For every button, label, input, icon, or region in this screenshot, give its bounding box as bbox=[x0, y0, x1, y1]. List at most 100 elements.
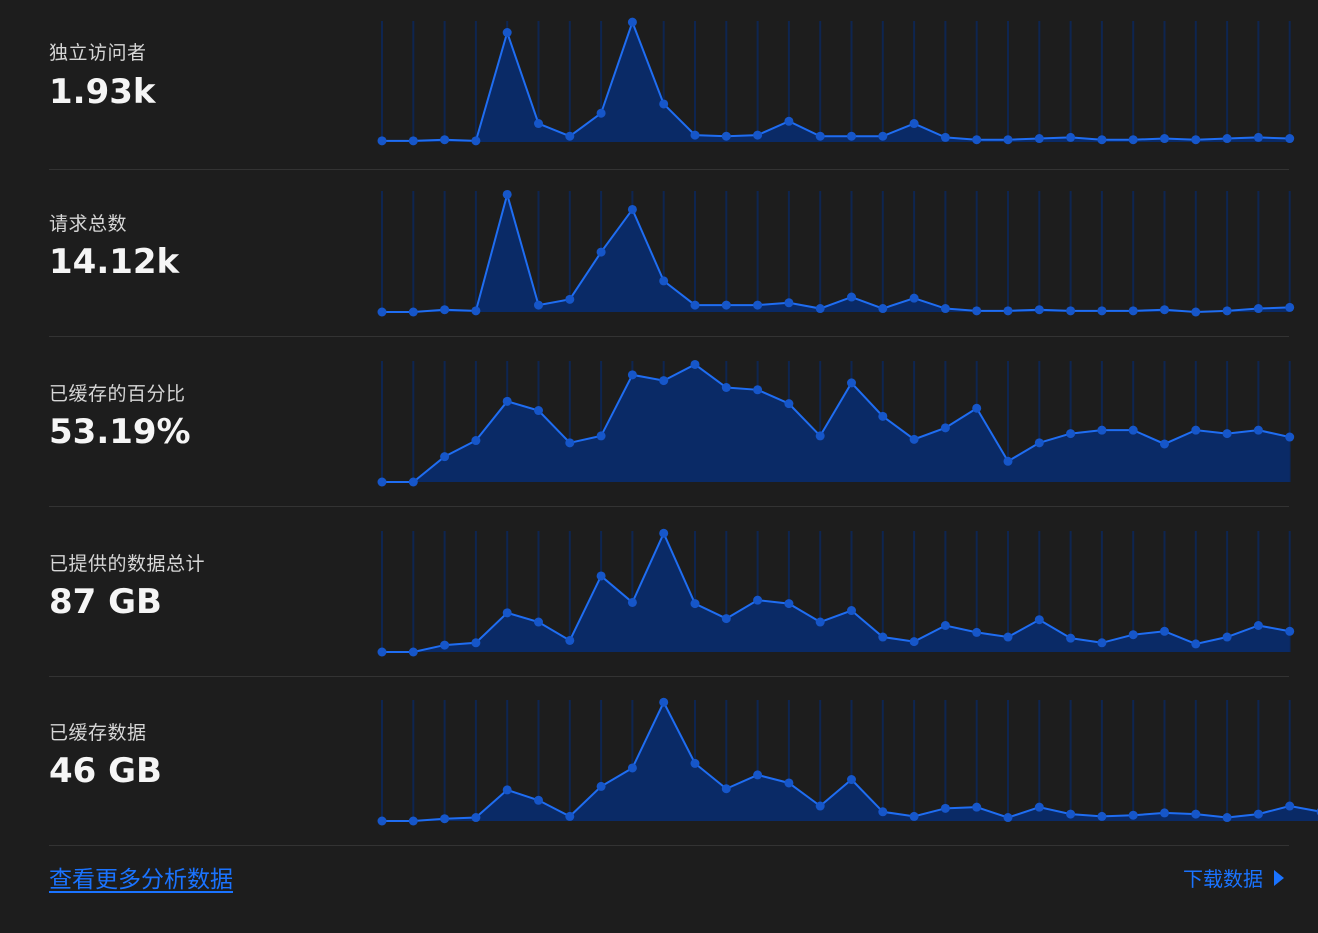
chart-point bbox=[1191, 809, 1201, 819]
total-data-served-sparkline bbox=[377, 528, 1295, 657]
chart-point bbox=[940, 132, 950, 142]
chart-point bbox=[940, 423, 950, 433]
chart-point bbox=[1097, 135, 1107, 145]
chart-point bbox=[471, 638, 481, 648]
chart-point bbox=[1191, 135, 1201, 145]
chart-point bbox=[471, 136, 481, 146]
chart-point bbox=[815, 617, 825, 627]
chart-point bbox=[878, 807, 888, 817]
chart-point bbox=[377, 647, 387, 657]
metric-value: 14.12k bbox=[49, 242, 180, 282]
chart-point bbox=[1160, 439, 1169, 449]
play-arrow-icon bbox=[1274, 869, 1284, 886]
download-data-label: 下载数据 bbox=[1183, 867, 1263, 891]
chart-line bbox=[382, 190, 1290, 314]
chart-point bbox=[408, 477, 418, 487]
chart-line bbox=[382, 363, 1290, 483]
chart-point bbox=[377, 816, 387, 826]
chart-point bbox=[1034, 438, 1044, 448]
metric-label: 已提供的数据总计 bbox=[49, 553, 206, 575]
metric-row-unique-visitors: 独立访问者 1.93k bbox=[49, 0, 1295, 170]
metric-row-total-data-served: 已提供的数据总计 87 GB bbox=[49, 507, 1295, 677]
chart-point bbox=[534, 617, 543, 627]
chart-point bbox=[878, 304, 888, 314]
chart-point bbox=[596, 571, 606, 581]
chart-point bbox=[1003, 306, 1013, 316]
chart-point bbox=[440, 452, 450, 462]
chart-point bbox=[408, 307, 418, 317]
chart-point bbox=[1003, 456, 1013, 466]
chart-point bbox=[440, 814, 450, 824]
chart-point bbox=[440, 305, 450, 315]
metric-label: 已缓存数据 bbox=[49, 722, 147, 744]
chart-point bbox=[1160, 134, 1169, 144]
chart-point bbox=[502, 189, 512, 199]
chart-point bbox=[502, 396, 512, 406]
chart-point bbox=[1128, 630, 1138, 640]
chart-point bbox=[377, 477, 387, 487]
chart-point bbox=[1285, 134, 1295, 144]
chart-point bbox=[721, 300, 731, 310]
chart-point bbox=[972, 135, 982, 145]
download-data-link[interactable]: 下载数据 bbox=[1183, 863, 1289, 892]
chart-point bbox=[972, 627, 982, 637]
chart-point bbox=[940, 620, 950, 630]
chart-point bbox=[721, 614, 731, 624]
chart-point bbox=[408, 647, 418, 657]
chart-point bbox=[1034, 615, 1044, 625]
chart-point bbox=[784, 399, 794, 409]
chart-point bbox=[1253, 132, 1263, 142]
chart-point bbox=[1285, 801, 1295, 811]
chart-point bbox=[1285, 302, 1295, 312]
chart-point bbox=[377, 307, 387, 317]
chart-point bbox=[1128, 425, 1138, 435]
chart-point bbox=[440, 640, 450, 650]
chart-point bbox=[1222, 429, 1232, 439]
chart-point bbox=[471, 306, 481, 316]
chart-point bbox=[784, 116, 794, 126]
chart-point bbox=[565, 635, 575, 645]
chart-point bbox=[1191, 425, 1201, 435]
chart-point bbox=[1160, 626, 1169, 636]
chart-point bbox=[1003, 632, 1013, 642]
chart-point bbox=[721, 131, 731, 141]
chart-point bbox=[534, 300, 543, 310]
chart-point bbox=[659, 376, 669, 386]
chart-point bbox=[1003, 813, 1013, 823]
chart-point bbox=[565, 438, 575, 448]
chart-point bbox=[1285, 626, 1295, 636]
chart-point bbox=[1097, 811, 1107, 821]
chart-point bbox=[878, 131, 888, 141]
chart-point bbox=[1222, 134, 1232, 144]
total-requests-sparkline bbox=[377, 189, 1295, 317]
chart-point bbox=[940, 304, 950, 314]
metric-label: 已缓存的百分比 bbox=[49, 383, 186, 405]
chart-point bbox=[1222, 306, 1232, 316]
chart-point bbox=[815, 801, 825, 811]
chart-point bbox=[1128, 810, 1138, 820]
chart-point bbox=[1066, 429, 1076, 439]
chart-point bbox=[909, 637, 919, 647]
chart-point bbox=[627, 204, 637, 214]
chart-line bbox=[382, 530, 1290, 653]
chart-point bbox=[721, 383, 731, 393]
chart-point bbox=[534, 406, 543, 416]
chart-point bbox=[784, 298, 794, 308]
chart-point bbox=[1097, 306, 1107, 316]
chart-point bbox=[659, 697, 669, 707]
chart-point bbox=[1003, 135, 1013, 145]
chart-point bbox=[627, 763, 637, 773]
chart-point bbox=[972, 802, 982, 812]
chart-point bbox=[534, 795, 543, 805]
chart-point bbox=[1222, 813, 1232, 823]
view-more-analytics-link[interactable]: 查看更多分析数据 bbox=[49, 867, 233, 893]
metric-value: 53.19% bbox=[49, 412, 191, 452]
chart-point bbox=[847, 378, 856, 388]
chart-point bbox=[534, 119, 543, 129]
chart-point bbox=[471, 813, 481, 823]
chart-point bbox=[847, 606, 856, 616]
chart-area bbox=[382, 702, 1318, 821]
chart-point bbox=[596, 247, 606, 257]
chart-point bbox=[878, 411, 888, 421]
chart-line bbox=[382, 19, 1290, 142]
